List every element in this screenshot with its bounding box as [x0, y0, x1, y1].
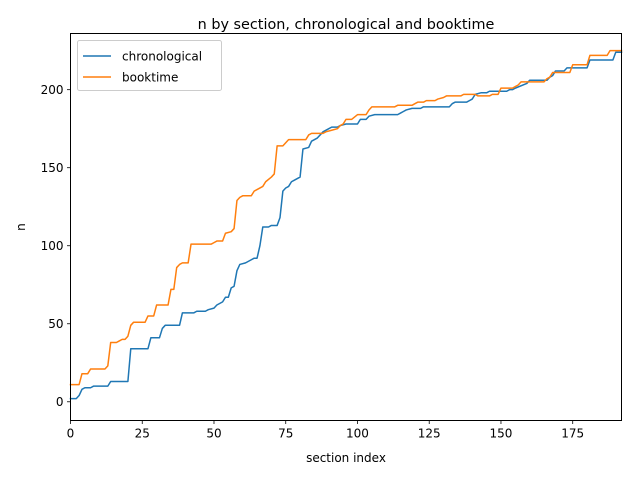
- y-tick-label: 0: [56, 395, 64, 409]
- legend: chronological booktime: [77, 40, 222, 91]
- x-tick-label: 125: [418, 427, 441, 441]
- x-axis-ticks: 0 25 50 75 100 125 150 175: [67, 420, 584, 441]
- x-tick-label: 0: [67, 427, 75, 441]
- legend-box: [77, 40, 222, 91]
- legend-label-booktime: booktime: [122, 71, 178, 85]
- x-axis-label: section index: [306, 451, 386, 465]
- x-tick-label: 175: [561, 427, 584, 441]
- y-tick-label: 100: [41, 239, 64, 253]
- legend-label-chronological: chronological: [122, 50, 202, 64]
- x-tick-label: 75: [278, 427, 293, 441]
- x-tick-label: 150: [490, 427, 513, 441]
- series-layer: [69, 49, 623, 400]
- y-axis-label: n: [14, 223, 28, 231]
- x-tick-label: 50: [206, 427, 221, 441]
- plot-area: [70, 33, 622, 421]
- y-axis-ticks: 0 50 100 150 200: [41, 83, 71, 409]
- series-line-booktime: [69, 49, 623, 386]
- series-line-chronological: [69, 51, 623, 400]
- y-tick-label: 200: [41, 83, 64, 97]
- chart-title: n by section, chronological and booktime: [198, 17, 495, 33]
- x-tick-label: 25: [135, 427, 150, 441]
- y-tick-label: 50: [48, 317, 63, 331]
- x-tick-label: 100: [346, 427, 369, 441]
- axes-frame: [70, 33, 622, 421]
- y-tick-label: 150: [41, 161, 64, 175]
